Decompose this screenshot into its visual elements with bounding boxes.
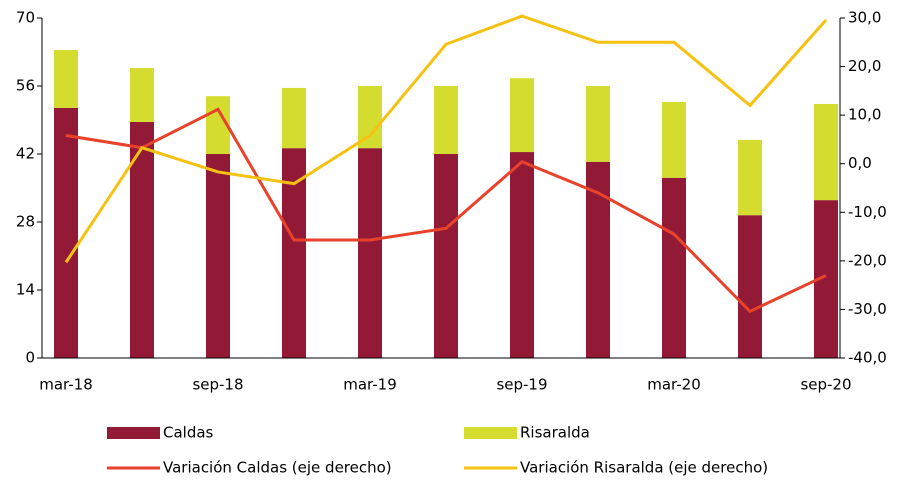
legend-swatch [107,427,160,439]
line [64,14,828,264]
bar [662,102,686,178]
y2-tick-label: 0,0 [848,154,872,172]
x-tick-label: mar-19 [343,376,397,394]
x-tick-label: sep-19 [496,376,547,394]
y2-tick-label: 20,0 [848,57,881,75]
legend-label: Risaralda [520,424,590,442]
bar [434,86,458,154]
x-tick-label: mar-18 [39,376,93,394]
bar [738,139,762,216]
y2-tick-label: -10,0 [848,203,887,221]
legend-label: Variación Risaralda (eje derecho) [520,459,768,477]
y2-tick-label: 10,0 [848,106,881,124]
bar [814,103,838,201]
bar [130,68,154,122]
bar [282,87,306,149]
bar [662,177,686,358]
bar [54,107,78,358]
y2-tick-label: -30,0 [848,300,887,318]
y2-tick-label: -40,0 [848,349,887,367]
y-tick-label: 70 [16,9,35,27]
x-tick-label: sep-18 [192,376,243,394]
bar [358,86,382,149]
legend-swatch [464,427,517,439]
bar [130,121,154,358]
bar [738,215,762,358]
y-tick-label: 42 [16,145,35,163]
bar [358,148,382,358]
bar [510,78,534,153]
x-tick-label: sep-20 [800,376,851,394]
bar [586,86,610,162]
y-tick-label: 56 [16,77,35,95]
bar [54,50,78,108]
bar [586,161,610,358]
bar [434,154,458,358]
y-tick-label: 14 [16,281,35,299]
y2-tick-label: -20,0 [848,251,887,269]
bar [510,152,534,358]
x-tick-label: mar-20 [647,376,701,394]
line [65,107,827,314]
y2-tick-label: 30,0 [848,9,881,27]
bar [206,154,230,358]
legend-label: Variación Caldas (eje derecho) [163,459,392,477]
legend-label: Caldas [163,424,214,442]
y-tick-label: 0 [25,349,35,367]
y-tick-label: 28 [16,213,35,231]
